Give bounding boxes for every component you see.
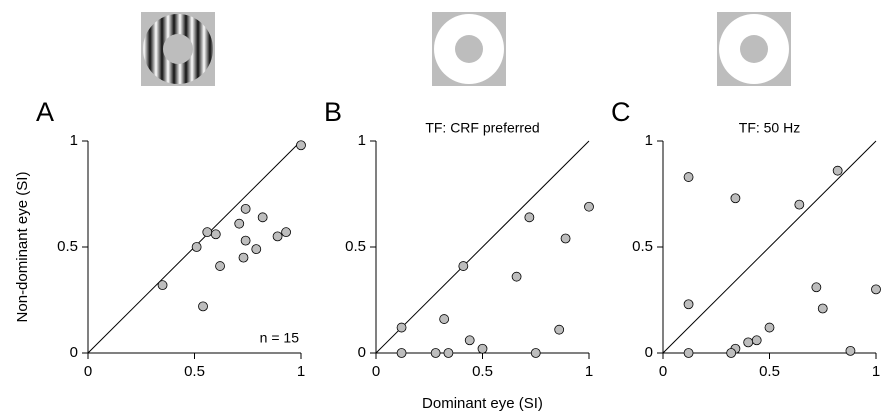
data-point (464, 335, 475, 346)
y-tick-label: 0.5 (57, 238, 78, 255)
x-tick-label: 0 (84, 363, 92, 380)
data-point (240, 203, 251, 214)
data-point (296, 140, 306, 151)
data-point (234, 218, 245, 229)
data-point (272, 231, 283, 242)
x-axis-label: Dominant eye (SI) (422, 395, 543, 412)
panel-label: A (36, 97, 54, 127)
stimulus-annulus (432, 12, 506, 86)
x-tick-label: 1 (585, 363, 593, 380)
y-tick-label: 1 (358, 132, 366, 149)
panel-label: C (611, 97, 631, 127)
data-point (458, 261, 469, 271)
x-tick-label: 0 (372, 363, 380, 380)
data-point (439, 314, 450, 324)
data-point (794, 199, 805, 210)
y-tick-label: 0 (645, 344, 653, 361)
data-point (683, 172, 694, 182)
data-point (560, 233, 571, 244)
data-point (832, 165, 843, 176)
data-point (683, 299, 694, 310)
data-point (396, 348, 407, 358)
data-point (871, 284, 881, 295)
x-tick-label: 0 (659, 363, 667, 380)
data-point (511, 271, 522, 282)
identity-line (662, 140, 877, 354)
data-point (215, 261, 225, 271)
data-point (238, 252, 249, 263)
data-point (477, 343, 488, 354)
y-tick-label: 1 (645, 132, 653, 149)
y-tick-label: 0 (358, 344, 366, 361)
data-point (443, 348, 454, 358)
data-point (751, 335, 762, 346)
identity-line (375, 140, 590, 354)
annotation: n = 15 (260, 330, 300, 346)
x-tick-label: 0.5 (472, 363, 493, 380)
data-point (730, 193, 741, 204)
data-point (764, 322, 775, 333)
data-point (584, 201, 594, 212)
data-point (524, 212, 535, 223)
data-point (811, 282, 822, 293)
data-point (817, 303, 828, 314)
data-point (683, 348, 694, 358)
data-point (743, 337, 754, 348)
data-point (191, 242, 202, 252)
x-tick-label: 0.5 (184, 363, 205, 380)
data-point (726, 348, 737, 358)
x-tick-label: 1 (297, 363, 305, 380)
data-point (845, 345, 856, 356)
panel-label: B (324, 97, 342, 127)
data-point (281, 227, 291, 238)
data-point (251, 244, 262, 255)
y-tick-label: 0.5 (632, 238, 653, 255)
y-tick-label: 1 (70, 132, 78, 149)
data-point (210, 229, 221, 240)
x-tick-label: 0.5 (759, 363, 780, 380)
data-point (430, 348, 441, 358)
y-tick-label: 0 (70, 344, 78, 361)
data-point (240, 235, 251, 246)
panel-subtitle: TF: CRF preferred (425, 120, 539, 136)
y-tick-label: 0.5 (345, 238, 366, 255)
stimulus-grating (141, 12, 215, 86)
y-axis-label: Non-dominant eye (SI) (14, 172, 31, 323)
stimulus-annulus (717, 12, 791, 86)
data-point (530, 348, 541, 358)
data-point (396, 322, 407, 333)
panel-subtitle: TF: 50 Hz (739, 120, 800, 136)
data-point (202, 227, 213, 238)
x-tick-label: 1 (872, 363, 880, 380)
data-point (157, 280, 168, 291)
data-point (257, 212, 268, 223)
data-point (554, 324, 565, 335)
data-point (198, 301, 208, 312)
